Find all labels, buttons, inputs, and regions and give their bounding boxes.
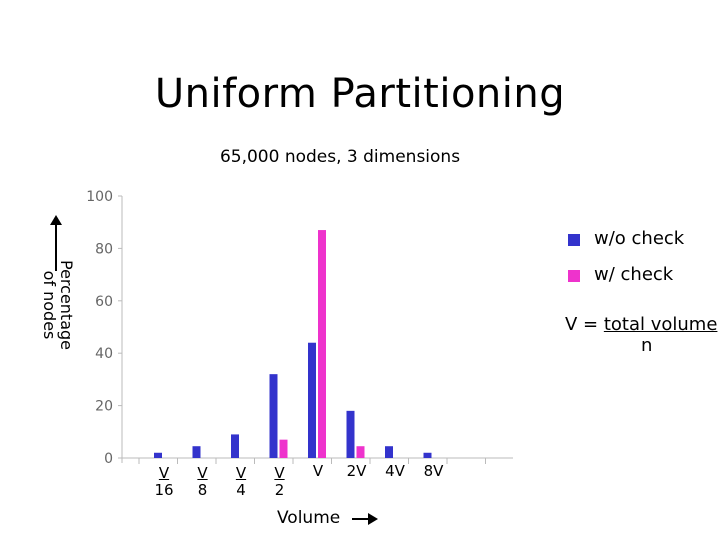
bar-w-check-4 [318, 230, 326, 458]
y-tick-label: 100 [86, 189, 113, 205]
bar-wo-check-1 [192, 446, 201, 458]
legend-label-w-check: w/ check [594, 264, 674, 285]
x-tick-label: 8V [423, 462, 444, 480]
bar-wo-check-2 [231, 434, 239, 458]
x-tick-label: 4V [385, 462, 405, 480]
chart-axes [118, 195, 513, 464]
volume-definition: V = total volume n [565, 314, 718, 356]
x-tick-label-denominator: 8 [197, 481, 208, 499]
bar-wo-check-3 [269, 374, 278, 458]
y-axis-label: Percentage of nodes [40, 259, 76, 351]
y-tick-label: 40 [95, 346, 113, 362]
x-tick-label-numerator: V [197, 464, 208, 482]
volume-definition-numerator: total volume [603, 314, 718, 335]
legend-label-wo-check: w/o check [594, 228, 685, 249]
x-tick-label-denominator: 2 [274, 481, 285, 499]
y-tick-label: 20 [95, 399, 113, 415]
y-axis-arrow-icon [50, 215, 62, 271]
volume-definition-denominator: n [641, 335, 653, 356]
bar-wo-check-4 [308, 342, 316, 458]
slide-title: Uniform Partitioning [154, 71, 566, 117]
bar-w-check-3 [279, 439, 288, 458]
y-axis-label-line-2: of nodes [40, 270, 59, 340]
chart-subtitle: 65,000 nodes, 3 dimensions [219, 147, 461, 167]
chart-bars [154, 230, 432, 458]
legend-swatch-wo-check [568, 234, 580, 246]
x-tick-label: V 16 [154, 465, 173, 499]
x-tick-label-numerator: V [274, 464, 285, 482]
bar-wo-check-5 [346, 410, 355, 458]
x-tick-label-denominator: 16 [154, 481, 174, 499]
legend-swatch-w-check [568, 270, 580, 282]
bar-wo-check-7 [423, 452, 432, 458]
x-tick-label-numerator: V [158, 464, 170, 482]
x-tick-label-numerator: V [235, 464, 247, 482]
x-tick-label: 2V [346, 462, 367, 480]
x-axis-arrow-icon [352, 513, 378, 525]
y-axis-label-line-1: Percentage [57, 259, 76, 351]
y-tick-label: 60 [95, 294, 113, 310]
y-tick-label: 80 [95, 241, 113, 257]
bar-wo-check-6 [385, 446, 393, 458]
volume-definition-lhs: V = [565, 314, 604, 335]
x-tick-label: V [312, 462, 324, 480]
x-axis-label: Volume [277, 508, 341, 528]
x-tick-label-denominator: 4 [236, 481, 246, 499]
y-tick-labels: 0 20 40 60 80 100 [86, 189, 113, 467]
bar-wo-check-0 [154, 452, 162, 458]
y-tick-label: 0 [104, 451, 113, 467]
bar-w-check-5 [356, 446, 365, 458]
